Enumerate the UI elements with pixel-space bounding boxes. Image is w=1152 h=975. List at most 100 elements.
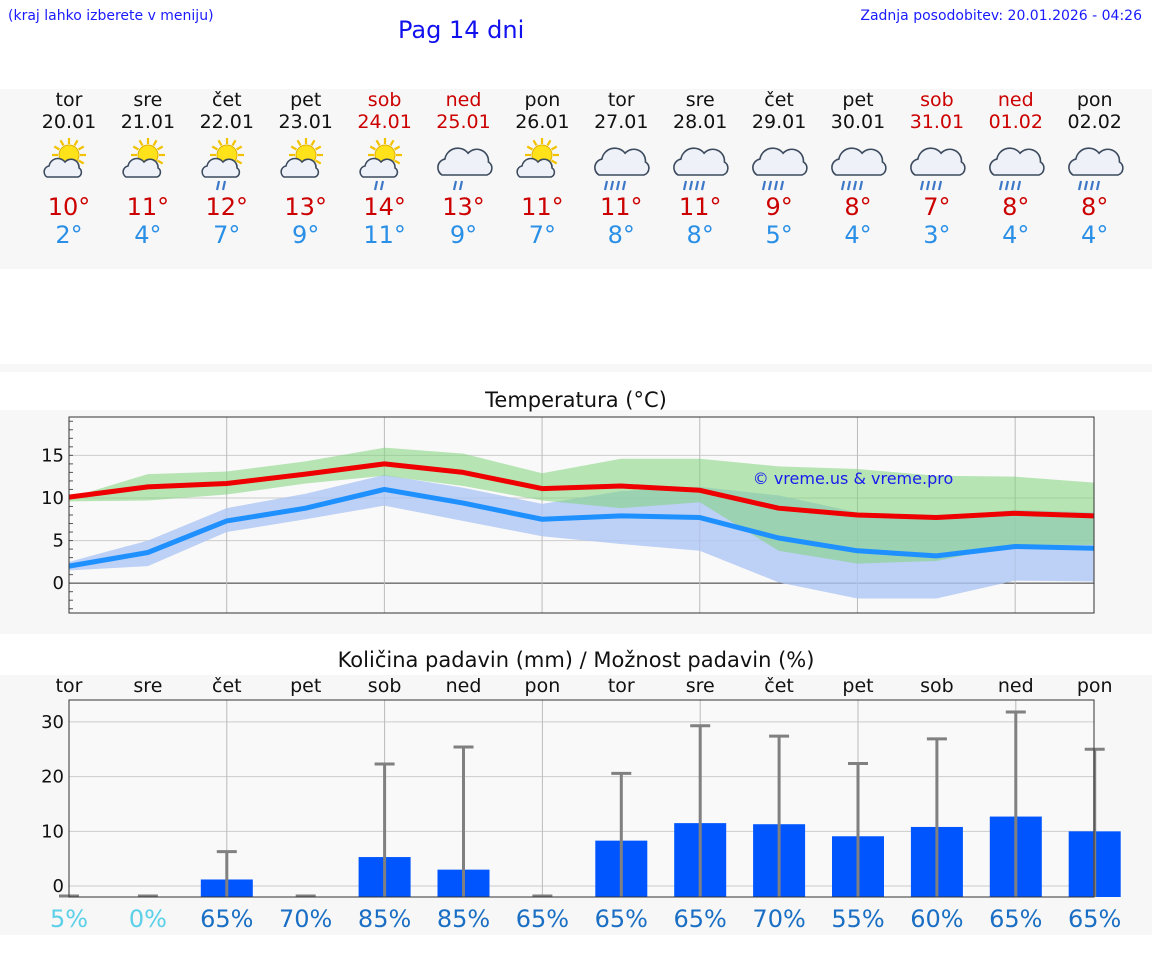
max-temperature: 11° <box>600 193 643 221</box>
precip-day-label: sob <box>368 675 402 697</box>
day-date: 31.01 <box>909 111 965 133</box>
min-temperature-line <box>68 486 1095 569</box>
max-temperature: 11° <box>678 193 722 221</box>
day-column: tor 27.01 11° 8° <box>581 89 661 249</box>
day-date: 20.01 <box>41 111 97 133</box>
day-date: 01.02 <box>988 111 1043 133</box>
cloud-heavy-rain-icon <box>594 147 650 191</box>
day-column: pon 26.01 11° 7° <box>502 89 582 249</box>
min-temperature: 3° <box>923 221 951 249</box>
max-temperature: 8° <box>1002 193 1030 221</box>
day-name: sob <box>367 89 402 111</box>
day-date: 02.02 <box>1067 111 1122 133</box>
page-title: Pag 14 dni <box>398 16 525 44</box>
max-temperature-line <box>68 461 1095 521</box>
min-temperature: 9° <box>292 221 320 249</box>
min-temperature: 2° <box>55 221 83 249</box>
day-column: ned 25.01 13° 9° <box>424 89 504 249</box>
precip-day-label: sre <box>686 675 715 697</box>
max-temperature: 12° <box>205 193 249 221</box>
max-temperature: 8° <box>844 193 872 221</box>
precip-probability: 65% <box>595 905 648 933</box>
day-date: 23.01 <box>278 111 333 133</box>
precip-day-label: ned <box>446 675 482 697</box>
y-tick-label: 30 <box>41 712 64 733</box>
precipitation-chart-title: Količina padavin (mm) / Možnost padavin … <box>337 648 815 672</box>
day-column: sob 31.01 7° 3° <box>897 89 977 249</box>
temperature-chart: 0 5 10 15 © vreme.us & vreme.pro <box>41 416 1095 614</box>
precip-probability: 0% <box>129 905 167 933</box>
sun-cloud-rain-icon <box>358 138 402 191</box>
day-name: ned <box>997 89 1034 111</box>
y-tick-label: 10 <box>41 488 64 509</box>
precip-day-label: pon <box>1077 675 1113 697</box>
max-temperature: 13° <box>284 193 327 221</box>
min-temperature: 5° <box>765 221 793 249</box>
max-temperature: 11° <box>521 193 564 221</box>
max-temperature: 8° <box>1081 193 1109 221</box>
day-column: čet 22.01 12° 7° <box>187 89 267 249</box>
min-temperature: 8° <box>607 221 635 249</box>
precip-day-label: čet <box>212 675 242 697</box>
precip-day-label: tor <box>56 675 83 697</box>
max-temperature: 14° <box>363 193 406 221</box>
min-temperature: 4° <box>1002 221 1030 249</box>
max-temperature: 9° <box>765 193 793 221</box>
precip-plot-frame <box>68 699 1095 898</box>
precip-probability: 65% <box>516 905 569 933</box>
day-date: 22.01 <box>199 111 254 133</box>
cloud-heavy-rain-icon <box>752 147 808 191</box>
day-column: pet 23.01 13° 9° <box>266 89 346 249</box>
day-column: sre 28.01 11° 8° <box>660 89 740 249</box>
max-temperature: 10° <box>47 193 91 221</box>
watermark: © vreme.us & vreme.pro <box>753 469 954 488</box>
sun-cloud-icon <box>280 138 323 178</box>
day-name: ned <box>445 89 482 111</box>
day-name: sre <box>685 89 715 111</box>
max-temperature: 13° <box>442 193 485 221</box>
day-column: sre 21.01 11° 4° <box>108 89 188 249</box>
precip-probability: 65% <box>989 905 1042 933</box>
min-temperature: 4° <box>1081 221 1109 249</box>
separator-strip <box>0 364 1152 372</box>
day-date: 30.01 <box>830 111 886 133</box>
precip-probability: 5% <box>50 905 88 933</box>
cloud-heavy-rain-icon <box>673 147 729 191</box>
day-name: pet <box>290 89 322 111</box>
sun-cloud-rain-icon <box>201 138 244 191</box>
day-name: pon <box>524 89 561 111</box>
sun-cloud-icon <box>43 138 86 178</box>
temperature-chart-title: Temperatura (°C) <box>485 388 667 412</box>
cloud-heavy-rain-icon <box>1067 147 1124 191</box>
min-temperature: 8° <box>686 221 714 249</box>
y-tick-label: 0 <box>53 573 64 594</box>
sun-cloud-icon <box>516 138 560 178</box>
precip-probability: 60% <box>910 905 963 933</box>
day-date: 27.01 <box>594 111 649 133</box>
last-updated: Zadnja posodobitev: 20.01.2026 - 04:26 <box>860 8 1142 24</box>
cloud-rain-icon <box>436 147 493 191</box>
day-date: 29.01 <box>751 111 807 133</box>
day-column: ned 01.02 8° 4° <box>976 89 1056 249</box>
day-name: pet <box>842 89 874 111</box>
precip-probability: 55% <box>831 905 884 933</box>
day-date: 24.01 <box>357 111 412 133</box>
min-temperature: 4° <box>134 221 162 249</box>
day-date: 25.01 <box>436 111 491 133</box>
day-date: 21.01 <box>120 111 176 133</box>
precip-day-label: ned <box>998 675 1034 697</box>
cloud-heavy-rain-icon <box>909 147 966 191</box>
daily-forecast-row: tor 20.01 10° 2° sre 21.01 11° 4° čet 22.01 12° 7° p… <box>0 89 1152 269</box>
precip-probability: 65% <box>1068 905 1121 933</box>
day-name: čet <box>212 89 242 111</box>
min-temperature: 4° <box>844 221 872 249</box>
location-hint: (kraj lahko izberete v meniju) <box>8 8 214 24</box>
max-band-group <box>69 447 1094 564</box>
day-column: pet 30.01 8° 4° <box>818 89 898 249</box>
day-date: 28.01 <box>672 111 728 133</box>
max-temperature: 11° <box>126 193 170 221</box>
y-tick-label: 5 <box>53 531 64 552</box>
forecast-strip-bg <box>0 89 1152 269</box>
precip-probability: 85% <box>437 905 490 933</box>
cloud-heavy-rain-icon <box>988 147 1045 191</box>
